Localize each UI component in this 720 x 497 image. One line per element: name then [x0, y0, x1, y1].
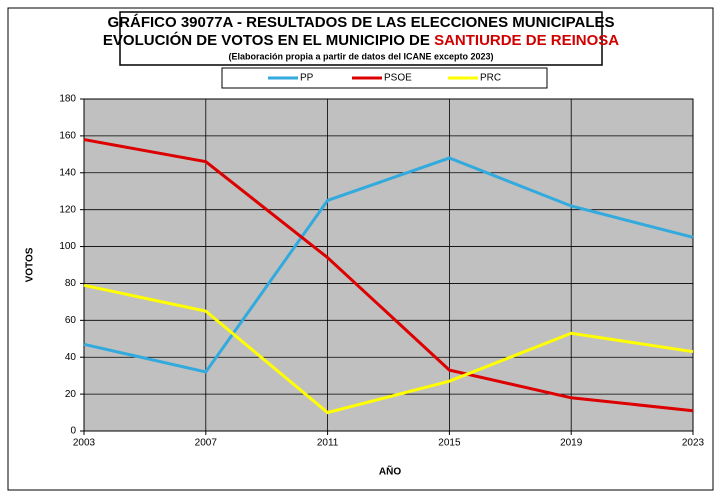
x-tick-label: 2023: [682, 438, 705, 449]
chart-title: GRÁFICO 39077A - RESULTADOS DE LAS ELECC…: [107, 14, 614, 31]
series-line: [83, 283, 694, 415]
x-tick-label: 2007: [195, 438, 218, 449]
y-tick-label: 60: [65, 315, 77, 326]
legend-label: PSOE: [384, 73, 412, 84]
title-box: [119, 11, 603, 66]
legend-box: [221, 67, 548, 89]
y-tick-label: 100: [59, 241, 76, 252]
x-axis-label: AÑO: [379, 465, 401, 478]
x-tick-label: 2015: [438, 438, 461, 449]
subtitle-text: EVOLUCIÓN DE VOTOS EN EL MUNICIPIO DE: [103, 31, 430, 49]
legend-label: PP: [300, 73, 314, 84]
plot-area: [83, 98, 694, 432]
series-line: [83, 156, 694, 374]
x-tick-label: 2019: [560, 438, 583, 449]
x-tick-label: 2003: [73, 438, 96, 449]
y-tick-label: 120: [59, 204, 76, 215]
y-tick-label: 140: [59, 167, 76, 178]
y-tick-label: 160: [59, 131, 76, 142]
legend-label: PRC: [480, 73, 501, 84]
y-tick-label: 40: [65, 352, 77, 363]
y-tick-label: 180: [59, 94, 76, 105]
chart-source: (Elaboración propia a partir de datos de…: [228, 51, 493, 61]
y-tick-label: 20: [65, 389, 77, 400]
y-tick-label: 80: [65, 278, 77, 289]
chart-subtitle: EVOLUCIÓN DE VOTOS EN EL MUNICIPIO DE SA…: [103, 31, 619, 49]
series-line: [83, 138, 694, 413]
y-tick-label: 0: [70, 426, 76, 437]
y-axis-label: VOTOS: [25, 247, 36, 282]
x-tick-label: 2011: [317, 438, 339, 449]
subtitle-place: SANTIURDE DE REINOSA: [434, 32, 619, 49]
